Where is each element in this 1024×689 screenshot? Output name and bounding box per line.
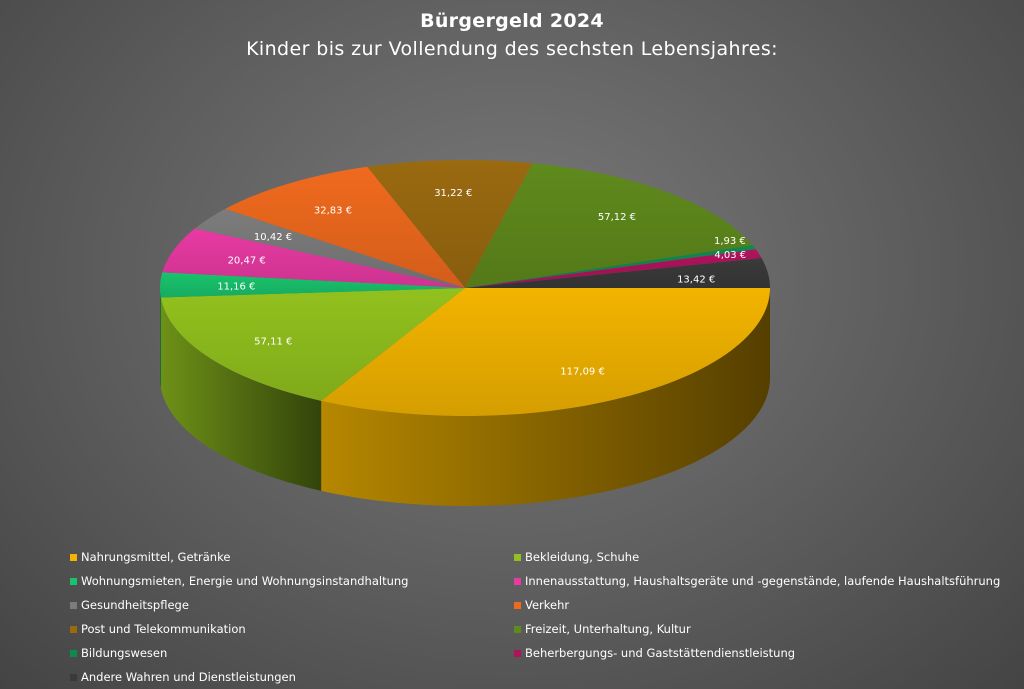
legend-label: Post und Telekommunikation (81, 622, 246, 636)
legend-swatch (514, 601, 521, 609)
data-label-5: 32,83 € (314, 206, 352, 217)
legend-label: Beherbergungs- und Gaststättendienstleis… (525, 646, 796, 660)
legend-item[interactable]: Innenausstattung, Haushaltsgeräte und -g… (514, 573, 1000, 589)
pie-slice-7[interactable] (465, 163, 753, 288)
chart-title: Bürgergeld 2024 (420, 10, 604, 32)
data-label-4: 10,42 € (254, 232, 292, 243)
data-label-2: 11,16 € (217, 282, 255, 293)
pie-side-2 (160, 288, 161, 388)
legend-label: Verkehr (525, 598, 570, 612)
pie-slice-1[interactable] (160, 288, 465, 401)
legend-label: Gesundheitspflege (81, 598, 189, 612)
pie-slice-5[interactable] (225, 166, 465, 288)
legend-label: Freizeit, Unterhaltung, Kultur (525, 622, 691, 636)
pie-slice-8[interactable] (465, 245, 756, 288)
legend-swatch (70, 649, 77, 657)
legend-label: Andere Wahren und Dienstleistungen (81, 670, 296, 684)
legend-swatch (70, 673, 77, 681)
legend-item[interactable]: Nahrungsmittel, Getränke (70, 549, 230, 565)
pie-side-1 (160, 297, 322, 491)
data-label-9: 4,03 € (714, 250, 746, 261)
legend-item[interactable]: Gesundheitspflege (70, 597, 189, 613)
legend-label: Bekleidung, Schuhe (525, 550, 640, 564)
pie-slice-2[interactable] (160, 272, 466, 298)
legend-item[interactable]: Verkehr (514, 597, 569, 613)
pie-slice-10[interactable] (465, 258, 770, 288)
data-label-1: 57,11 € (254, 336, 292, 347)
chart-subtitle: Kinder bis zur Vollendung des sechsten L… (246, 38, 778, 60)
pie-slice-6[interactable] (367, 160, 533, 288)
data-label-8: 1,93 € (714, 236, 746, 247)
legend-item[interactable]: Post und Telekommunikation (70, 621, 246, 637)
legend-label: Bildungswesen (81, 646, 168, 660)
data-label-3: 20,47 € (228, 255, 266, 266)
pie-slice-9[interactable] (465, 249, 762, 288)
data-label-6: 31,22 € (434, 188, 472, 199)
legend-item[interactable]: Freizeit, Unterhaltung, Kultur (514, 621, 691, 637)
legend-swatch (70, 553, 77, 561)
legend-swatch (70, 625, 77, 633)
pie-side-walls (160, 288, 770, 506)
data-label-10: 13,42 € (677, 275, 715, 286)
legend-item[interactable]: Bildungswesen (70, 645, 167, 661)
pie-slice-0[interactable] (321, 288, 770, 416)
legend-swatch (514, 649, 521, 657)
legend-label: Nahrungsmittel, Getränke (81, 550, 231, 564)
legend-label: Innenausstattung, Haushaltsgeräte und -g… (525, 574, 1001, 588)
legend-item[interactable]: Wohnungsmieten, Energie und Wohnungsinst… (70, 573, 408, 589)
data-label-0: 117,09 € (560, 366, 605, 377)
legend-swatch (70, 601, 77, 609)
pie-slices (160, 160, 770, 416)
legend-item[interactable]: Beherbergungs- und Gaststättendienstleis… (514, 645, 795, 661)
legend-label: Wohnungsmieten, Energie und Wohnungsinst… (81, 574, 409, 588)
legend-item[interactable]: Andere Wahren und Dienstleistungen (70, 669, 296, 685)
legend-swatch (70, 577, 77, 585)
legend-item[interactable]: Bekleidung, Schuhe (514, 549, 639, 565)
pie-side-0 (321, 288, 770, 506)
legend-swatch (514, 553, 521, 561)
legend-swatch (514, 577, 521, 585)
data-labels: 117,09 € 57,11 € 11,16 € 20,47 € 10,42 € 32,8… (217, 188, 746, 377)
pie-slice-4[interactable] (194, 208, 465, 288)
pie-slice-3[interactable] (162, 228, 465, 288)
data-label-7: 57,12 € (598, 212, 636, 223)
legend-swatch (514, 625, 521, 633)
